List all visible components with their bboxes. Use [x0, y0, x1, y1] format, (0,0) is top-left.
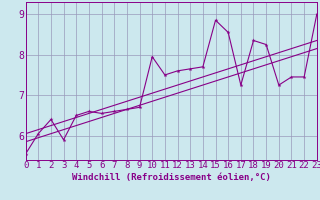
X-axis label: Windchill (Refroidissement éolien,°C): Windchill (Refroidissement éolien,°C)	[72, 173, 271, 182]
